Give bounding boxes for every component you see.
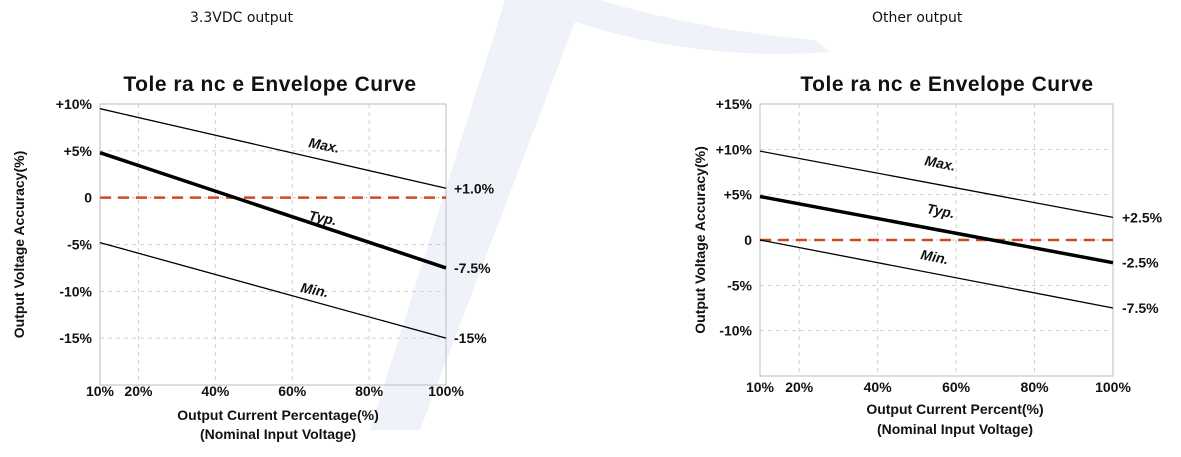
chart1-ytick-1: +10% [716,141,753,157]
heading-3v3-output: 3.3VDC output [190,10,294,26]
chart1-series-min-line [759,239,1114,309]
chart1-series-2-end-label: -7.5% [1122,300,1159,316]
chart0-series-1-end-label: -7.5% [454,260,491,276]
chart0-xlabel: Output Current Percentage(%) [177,407,378,423]
chart0-xtick-3: 60% [278,383,307,399]
chart1-ytick-5: -10% [719,323,752,339]
chart1-xtick-4: 80% [1021,379,1050,395]
chart0-series-0-end-label: +1.0% [454,180,495,196]
chart0-ytick-5: -15% [59,330,92,346]
watermark-shape [370,0,830,430]
chart1-series-typ-line [759,194,1114,265]
chart0-ytick-0: +10% [56,96,93,112]
chart0-series-min-line [99,242,447,339]
chart1-series-1-end-label: -2.5% [1122,255,1159,271]
chart0-series-0-name: Max. [307,134,341,156]
chart1-xtick-1: 20% [785,379,814,395]
chart0-ytick-3: -5% [67,237,92,253]
chart1-series-2-name: Min. [919,246,950,267]
chart1-title: Tole ra nc e Envelope Curve [800,73,1093,96]
chart1-xlabel2: (Nominal Input Voltage) [877,421,1033,437]
chart0-series-1-name: Typ. [307,207,338,228]
chart1-xtick-5: 100% [1095,379,1131,395]
chart0-xtick-2: 40% [201,383,230,399]
chart0-ytick-2: 0 [84,190,92,206]
heading-other-output: Other output [872,10,963,26]
chart1-series-0-name: Max. [923,152,957,174]
chart1-series-0-end-label: +2.5% [1122,209,1163,225]
chart0-ytick-1: +5% [64,143,93,159]
chart1-series-1-name: Typ. [925,200,956,221]
chart1-xtick-2: 40% [864,379,893,395]
chart0-ylabel: Output Voltage Accuracy(%) [11,151,27,338]
chart1-ytick-3: 0 [744,232,752,248]
chart1-xlabel: Output Current Percent(%) [866,401,1043,417]
chart1-xtick-0: 10% [746,379,775,395]
chart0-xtick-0: 10% [86,383,115,399]
chart0-series-max-line [99,108,447,189]
chart1-series-max-line [759,150,1114,218]
chart0-series-2-end-label: -15% [454,330,487,346]
chart0-xtick-5: 100% [428,383,464,399]
chart0-xlabel2: (Nominal Input Voltage) [200,426,356,442]
chart1-ytick-0: +15% [716,96,753,112]
chart0-series-2-name: Min. [299,279,330,300]
chart0-ytick-4: -10% [59,283,92,299]
chart0-xtick-1: 20% [124,383,153,399]
chart0-xtick-4: 80% [355,383,384,399]
chart1-ylabel: Output Voltage Accuracy(%) [692,146,708,333]
chart1-ytick-4: -5% [727,277,752,293]
chart1-xtick-3: 60% [942,379,971,395]
chart1-ytick-2: +5% [724,187,753,203]
chart0-title: Tole ra nc e Envelope Curve [123,73,416,96]
chart0-series-typ-line [99,151,447,270]
